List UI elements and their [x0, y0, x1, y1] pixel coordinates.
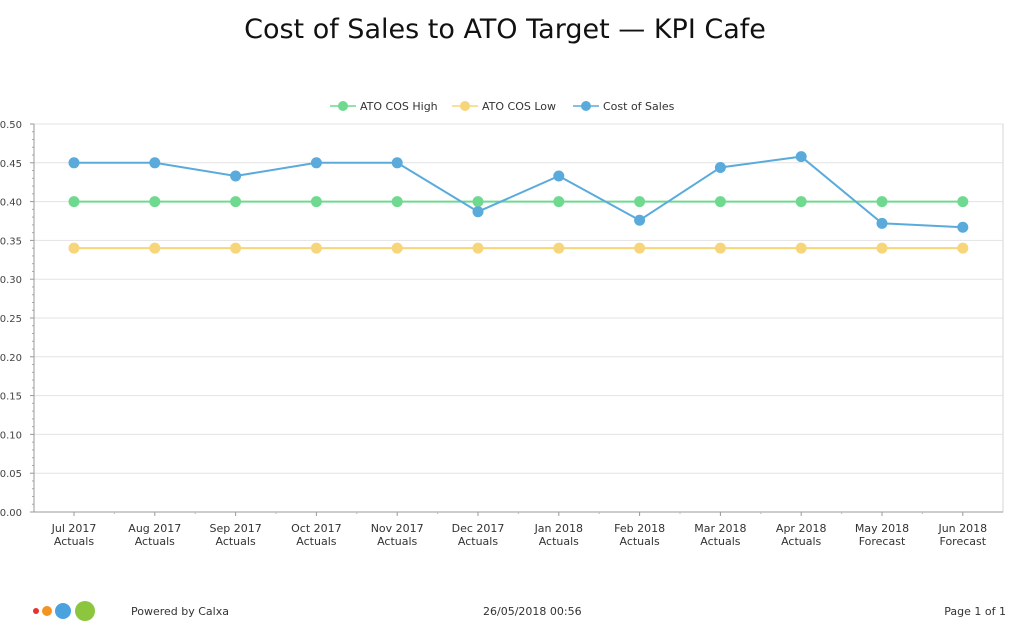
y-tick-label: 0.30 [0, 275, 22, 286]
data-point [876, 242, 888, 254]
data-point [957, 221, 969, 233]
data-point [957, 242, 969, 254]
data-point [634, 242, 646, 254]
x-tick-label: Aug 2017 [128, 522, 181, 535]
data-point [634, 214, 646, 226]
data-point [472, 196, 484, 208]
data-point [714, 161, 726, 173]
data-point [957, 196, 969, 208]
data-point [230, 242, 242, 254]
data-point [310, 157, 322, 169]
x-tick-sublabel: Actuals [700, 535, 740, 548]
x-tick-label: Sep 2017 [209, 522, 261, 535]
y-tick-label: 0.00 [0, 508, 22, 519]
y-tick-label: 0.15 [0, 392, 22, 403]
x-tick-sublabel: Actuals [619, 535, 659, 548]
data-point [230, 170, 242, 182]
data-point [472, 206, 484, 218]
x-tick-sublabel: Actuals [215, 535, 255, 548]
x-tick-label: May 2018 [855, 522, 909, 535]
y-tick-label: 0.50 [0, 120, 22, 131]
data-point [795, 151, 807, 163]
logo-dot [55, 603, 71, 619]
data-point [553, 196, 565, 208]
legend-marker [581, 101, 591, 111]
data-point [876, 217, 888, 229]
powered-by-label: Powered by Calxa [131, 605, 229, 618]
y-tick-label: 0.20 [0, 353, 22, 364]
x-tick-sublabel: Actuals [54, 535, 94, 548]
data-point [634, 196, 646, 208]
x-tick-sublabel: Actuals [135, 535, 175, 548]
x-tick-sublabel: Forecast [859, 535, 906, 548]
report-timestamp: 26/05/2018 00:56 [483, 605, 582, 618]
data-point [714, 242, 726, 254]
series-line-2 [74, 155, 963, 229]
y-tick-label: 0.35 [0, 236, 22, 247]
x-tick-label: Jul 2017 [51, 522, 97, 535]
data-point [795, 242, 807, 254]
y-tick-label: 0.45 [0, 159, 22, 170]
data-point [149, 157, 161, 169]
x-tick-sublabel: Actuals [296, 535, 336, 548]
y-tick-label: 0.25 [0, 314, 22, 325]
x-tick-label: Jan 2018 [534, 522, 583, 535]
data-point [68, 157, 80, 169]
logo-dot [75, 601, 95, 621]
x-tick-label: Dec 2017 [452, 522, 505, 535]
data-point [310, 196, 322, 208]
data-point [230, 196, 242, 208]
x-tick-label: Oct 2017 [291, 522, 342, 535]
x-tick-sublabel: Actuals [458, 535, 498, 548]
logo-dot [42, 606, 52, 616]
y-tick-label: 0.40 [0, 198, 22, 209]
data-point [391, 196, 403, 208]
data-point [876, 196, 888, 208]
y-tick-label: 0.10 [0, 430, 22, 441]
logo-dot [33, 608, 39, 614]
legend-marker [460, 101, 470, 111]
calxa-logo-icon [33, 601, 95, 621]
x-tick-label: Mar 2018 [694, 522, 746, 535]
page-number: Page 1 of 1 [944, 605, 1006, 618]
data-point [149, 242, 161, 254]
data-point [310, 242, 322, 254]
chart-title: Cost of Sales to ATO Target — KPI Cafe [244, 14, 766, 45]
x-tick-label: Nov 2017 [371, 522, 424, 535]
data-point [553, 242, 565, 254]
data-point [553, 170, 565, 182]
x-tick-sublabel: Actuals [539, 535, 579, 548]
x-tick-sublabel: Forecast [940, 535, 987, 548]
data-point [149, 196, 161, 208]
x-tick-label: Jun 2018 [937, 522, 987, 535]
data-point [795, 196, 807, 208]
x-tick-label: Feb 2018 [614, 522, 665, 535]
x-tick-sublabel: Actuals [781, 535, 821, 548]
y-tick-label: 0.05 [0, 469, 22, 480]
legend-label: Cost of Sales [603, 100, 675, 113]
data-point [391, 157, 403, 169]
data-point [68, 196, 80, 208]
x-tick-sublabel: Actuals [377, 535, 417, 548]
data-point [68, 242, 80, 254]
legend-label: ATO COS High [360, 100, 438, 113]
legend-marker [338, 101, 348, 111]
data-point [472, 242, 484, 254]
data-point [714, 196, 726, 208]
data-point [391, 242, 403, 254]
x-tick-label: Apr 2018 [776, 522, 827, 535]
legend-label: ATO COS Low [482, 100, 556, 113]
